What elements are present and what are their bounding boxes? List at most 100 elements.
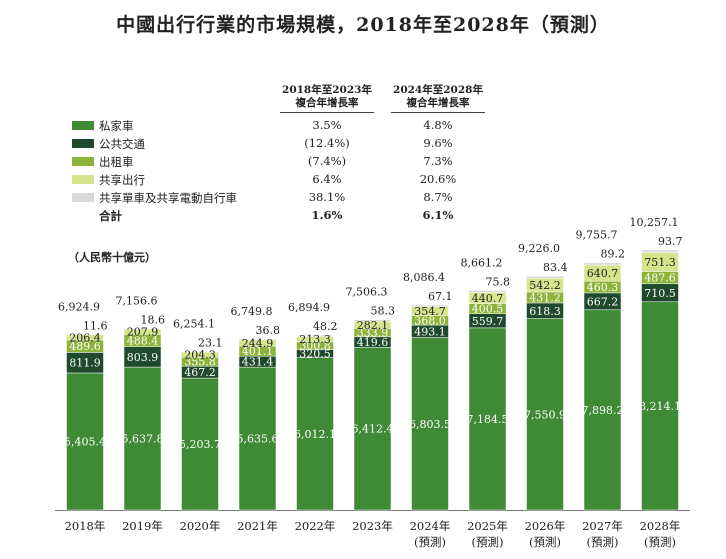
bar-segment [353,347,392,511]
cagr-header-line: 複合年增長率 [406,97,470,109]
legend-swatch [72,193,94,202]
segment-label: 11.6 [83,319,108,332]
total-label: 7,506.3 [346,286,388,299]
segment-label: 207.9 [127,326,159,339]
segment-label: 618.3 [529,305,561,318]
legend-label: 公共交通 [99,137,145,151]
total-label: 6,924.9 [58,300,100,313]
segment-label: 75.8 [486,275,511,288]
bar-segment [296,334,334,337]
bar-segment [468,290,507,293]
segment-label: 89.2 [601,248,626,261]
total-label: 6,894.9 [288,301,330,314]
total-label: 6,749.8 [231,305,273,318]
bar-segment [526,318,564,511]
segment-label: 710.5 [644,287,676,300]
segment-label: 5,635.6 [237,433,279,446]
category-label: 2026年 [525,519,566,533]
category-label: 2027年 [582,519,623,533]
bar-segment [66,372,104,511]
bar-segment [238,338,277,341]
legend-label: 出租車 [99,155,134,169]
segment-label: 7,184.5 [467,413,509,426]
bar-segment [353,319,392,322]
segment-label: 204.3 [184,349,216,362]
segment-label: 67.1 [428,290,453,303]
segment-label: 440.7 [472,292,504,305]
bar-segment [468,327,507,511]
category-label: 2028年 [640,519,681,533]
bar-segment [411,304,449,307]
segment-label: 751.3 [644,256,676,269]
legend-swatch [72,139,94,148]
category-sublabel: (預測) [414,535,446,549]
cagr-value: 38.1% [308,190,346,204]
total-label: 7,156.6 [116,295,158,308]
segment-label: 93.7 [658,235,683,248]
legend-row-private-car: 私家車 3.5% 4.8% [72,118,492,134]
bar-segment [296,357,334,511]
legend-label: 私家車 [99,119,134,133]
cagr-value: 6.1% [422,208,454,222]
legend-label: 共享出行 [99,173,145,187]
cagr-value: 20.6% [419,172,457,186]
cagr-value: 1.6% [311,208,343,222]
category-sublabel: (預測) [587,535,619,549]
category-label: 2024年 [410,519,451,533]
cagr-value: 4.8% [423,118,453,132]
cagr-header-line: 2024年至2028年 [393,84,483,96]
category-label: 2025年 [467,519,508,533]
segment-label: 542.2 [529,279,561,292]
segment-label: 400.5 [472,303,504,316]
legend-row-ride-hailing: 共享出行 6.4% 20.6% [72,172,492,188]
total-label: 8,086.4 [403,271,445,284]
chart-title: 中國出行行業的市場規模，2018年至2028年（預測） [116,14,610,36]
segment-label: 489.6 [69,340,101,353]
segment-label: 368.0 [414,314,446,327]
segment-label: 559.7 [472,315,504,328]
segment-label: 5,405.4 [64,435,106,448]
segment-label: 83.4 [543,261,568,274]
segment-label: 320.5 [299,348,331,361]
segment-label: 431.4 [242,356,274,369]
category-sublabel: (預測) [644,535,676,549]
total-label: 10,257.1 [630,216,679,229]
legend-label: 共享單車及共享電動自行車 [99,191,237,205]
cagr-header-2018-2023: 2018年至2023年 複合年增長率 [272,84,382,110]
segment-label: 5,637.8 [122,433,164,446]
segment-label: 355.8 [184,356,216,369]
segment-label: 460.3 [587,281,619,294]
segment-label: 300.8 [299,340,331,353]
total-label: 9,226.0 [518,242,560,255]
segment-label: 493.1 [414,325,446,338]
segment-label: 803.9 [127,351,159,364]
bar-segment [583,309,622,511]
segment-label: 6,012.1 [294,428,336,441]
segment-label: 8,214.1 [639,400,681,413]
segment-label: 467.2 [184,366,216,379]
category-sublabel: (預測) [472,535,504,549]
total-label: 6,254.1 [173,317,215,330]
segment-label: 811.9 [69,357,101,370]
segment-label: 7,550.9 [524,408,566,421]
cagr-value: 8.7% [423,190,453,204]
cagr-value: 6.4% [312,172,342,186]
category-label: 2022年 [295,519,336,533]
category-sublabel: (預測) [529,535,561,549]
total-label: 9,755.7 [576,229,618,242]
total-label: 合計 [99,209,122,223]
bar-segment [411,337,449,511]
legend-row-total: 合計 1.6% 6.1% [72,208,492,224]
category-label: 2021年 [237,519,278,533]
cagr-value: 7.3% [423,154,453,168]
segment-label: 23.1 [198,336,223,349]
segment-label: 401.1 [242,345,274,358]
cagr-value: 9.6% [423,136,453,150]
header-rule [280,112,374,113]
segment-label: 488.4 [127,335,159,348]
bar-segment [641,249,679,253]
segment-label: 244.9 [242,337,274,350]
bar-segment [641,301,679,511]
bar-segment [526,275,564,279]
